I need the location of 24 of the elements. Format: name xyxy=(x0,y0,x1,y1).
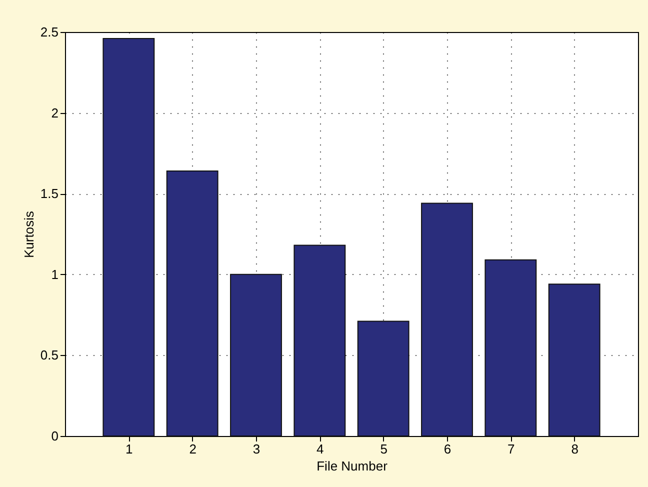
y-tick-label: 2.5 xyxy=(40,24,58,40)
bar xyxy=(484,259,537,436)
y-tick-label: 0.5 xyxy=(40,348,58,363)
x-tick-label: 7 xyxy=(508,442,515,456)
bar xyxy=(548,284,600,436)
bar xyxy=(421,202,473,436)
y-axis-title: Kurtosis xyxy=(21,210,36,258)
bar xyxy=(102,38,155,436)
bar xyxy=(166,170,218,436)
x-tick-label: 8 xyxy=(571,442,578,456)
x-tick-label: 1 xyxy=(126,442,133,456)
bar xyxy=(294,244,346,436)
x-tick-label: 4 xyxy=(316,442,324,456)
x-tick-label: 2 xyxy=(189,442,196,456)
y-tick-label: 2 xyxy=(51,105,58,120)
y-tick-label: 0 xyxy=(51,428,58,444)
y-tick-label: 1 xyxy=(51,266,58,282)
x-axis-title: File Number xyxy=(316,458,388,474)
x-tick-label: 3 xyxy=(252,442,260,456)
bar xyxy=(230,274,282,436)
x-tick-label: 6 xyxy=(444,442,452,456)
x-tick-label: 5 xyxy=(380,442,388,456)
bar xyxy=(357,320,410,436)
y-tick-label: 1.5 xyxy=(40,186,58,202)
